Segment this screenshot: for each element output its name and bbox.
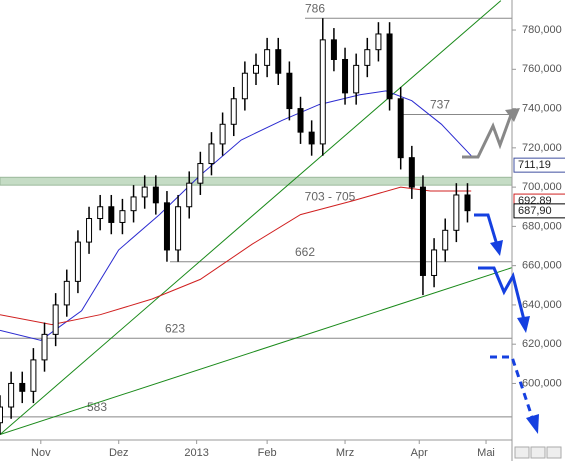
level-label: 623 xyxy=(165,321,185,335)
candle-body xyxy=(353,64,360,94)
y-tick-label: 660,000 xyxy=(522,260,562,272)
price-flag xyxy=(513,157,565,173)
gray-arrow xyxy=(462,111,514,159)
band-label: 703 - 705 xyxy=(305,189,356,203)
candle-body xyxy=(308,131,315,145)
candle-body xyxy=(0,406,3,424)
candle-body xyxy=(119,210,126,223)
scroll-button[interactable] xyxy=(514,446,530,459)
candle-body xyxy=(74,241,81,282)
candle-body xyxy=(397,98,404,159)
candle-body xyxy=(230,98,237,125)
candle-body xyxy=(19,382,26,392)
candle-body xyxy=(264,49,271,66)
candle-body xyxy=(386,33,393,100)
scroll-icons xyxy=(514,446,562,459)
candle-body xyxy=(219,123,226,145)
candle-body xyxy=(431,249,438,276)
y-tick-label: 620,000 xyxy=(522,338,562,350)
candle-body xyxy=(375,33,382,51)
scroll-button[interactable] xyxy=(546,446,562,459)
candle-body xyxy=(442,229,449,251)
candle-body xyxy=(97,206,104,220)
plot-area: 703 - 705 786 737 662 623 583 xyxy=(0,0,512,435)
candle-body xyxy=(241,72,248,100)
y-tick-label: 740,000 xyxy=(522,102,562,114)
y-tick-label: 680,000 xyxy=(522,220,562,232)
moving-average xyxy=(0,186,472,326)
trendline xyxy=(0,267,512,435)
blue-arrow xyxy=(474,213,499,246)
x-tick-label: Dez xyxy=(109,447,129,459)
y-tick-label: 760,000 xyxy=(522,63,562,75)
price-flag xyxy=(513,203,565,219)
price-flag-label: 687,90 xyxy=(518,205,552,217)
x-tick-label: 2013 xyxy=(184,447,208,459)
candle-body xyxy=(175,206,182,251)
x-tick-label: Feb xyxy=(258,447,277,459)
candle-body xyxy=(208,143,215,165)
candle-body xyxy=(275,49,282,74)
y-tick-label: 720,000 xyxy=(522,142,562,154)
candle-body xyxy=(364,49,371,66)
blue-dashed-arrow xyxy=(490,355,535,421)
blue-arrowhead xyxy=(490,240,503,256)
moving-average xyxy=(0,90,472,341)
candle-body xyxy=(8,382,15,408)
level-label: 737 xyxy=(430,98,450,112)
level-label: 786 xyxy=(305,1,325,15)
candle-body xyxy=(108,206,115,223)
candle-body xyxy=(464,194,471,212)
x-tick-label: Mai xyxy=(477,447,495,459)
candle-body xyxy=(141,186,148,198)
x-tick-label: Mrz xyxy=(336,447,354,459)
candle-body xyxy=(453,194,460,231)
candle-body xyxy=(63,280,70,306)
candle-body xyxy=(319,39,326,145)
y-tick-label: 780,000 xyxy=(522,24,562,36)
level-label: 583 xyxy=(87,400,107,414)
trendline xyxy=(0,0,502,435)
blue-arrowhead xyxy=(517,316,530,333)
level-label: 662 xyxy=(295,245,315,259)
candle-body xyxy=(152,186,159,204)
candle-body xyxy=(197,163,204,184)
x-tick-label: Apr xyxy=(411,447,428,459)
candle-body xyxy=(330,39,337,60)
candle-body xyxy=(408,157,415,188)
candle-body xyxy=(297,108,304,133)
y-tick-label: 700,000 xyxy=(522,181,562,193)
y-tick-label: 640,000 xyxy=(522,299,562,311)
annotation-arrows xyxy=(462,108,539,434)
support-band xyxy=(0,176,512,186)
scroll-button[interactable] xyxy=(530,446,546,459)
gray-arrowhead xyxy=(505,108,520,122)
y-tick-label: 600,000 xyxy=(522,377,562,389)
candle-body xyxy=(41,333,48,361)
blue-arrowhead xyxy=(526,414,539,434)
candle-body xyxy=(253,64,259,74)
candle-body xyxy=(419,186,426,276)
price-flag-label: 711,19 xyxy=(518,159,551,171)
candle-body xyxy=(342,58,349,94)
candle-body xyxy=(52,304,59,335)
candle-body xyxy=(130,196,137,212)
candle-body xyxy=(163,202,170,251)
blue-arrow xyxy=(478,266,526,321)
candle-body xyxy=(30,359,37,392)
x-tick-label: Nov xyxy=(31,447,51,459)
candle-body xyxy=(286,72,293,110)
candle-body xyxy=(186,182,193,208)
candle-body xyxy=(86,218,93,243)
